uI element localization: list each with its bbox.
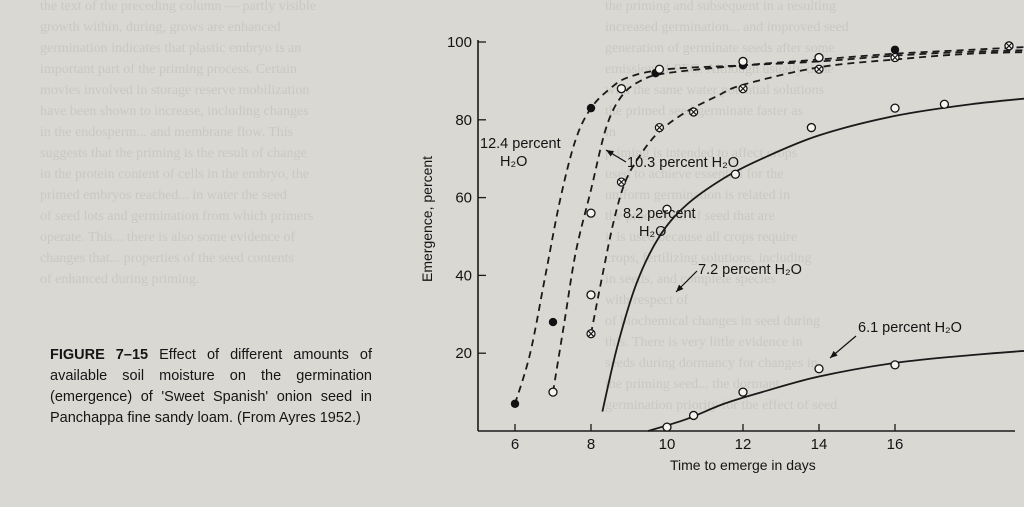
bleed-line: the production of seed that are bbox=[605, 209, 775, 224]
data-point bbox=[548, 317, 558, 327]
series-label: 7.2 percent H₂O bbox=[698, 262, 802, 278]
bleed-line: the priming seed... the dormant bbox=[605, 377, 780, 392]
series-line bbox=[590, 51, 1024, 334]
data-point bbox=[586, 290, 596, 300]
series-line bbox=[601, 97, 1024, 412]
bleed-line: increased germination... and improved se… bbox=[605, 20, 849, 35]
series-label: 6.1 percent H₂O bbox=[858, 320, 962, 336]
data-point bbox=[738, 56, 748, 67]
bleed-line: in seeds, and complete species bbox=[605, 272, 776, 287]
bleed-line: movies involved in storage reserve mobil… bbox=[40, 83, 310, 98]
data-point bbox=[814, 52, 824, 63]
figure-label: FIGURE 7–15 bbox=[50, 347, 149, 363]
series-label: 12.4 percent bbox=[480, 136, 561, 152]
data-point-cross bbox=[815, 66, 823, 73]
series-line bbox=[552, 46, 1024, 393]
data-point bbox=[939, 99, 950, 109]
y-tick-label: 20 bbox=[455, 345, 472, 362]
data-point bbox=[586, 103, 596, 113]
bleed-line: operate. This... there is also some evid… bbox=[40, 230, 296, 245]
chart-annotations: 12.4 percent H₂O 10.3 percent H₂O 8.2 perce… bbox=[480, 136, 962, 359]
data-point bbox=[586, 208, 596, 218]
bleed-line: in the protein content of cells in the e… bbox=[40, 167, 310, 182]
data-point bbox=[890, 360, 900, 370]
data-point-cross bbox=[690, 108, 697, 116]
data-point bbox=[814, 364, 824, 374]
bleed-line: crops, fertilizing solutions, including bbox=[605, 251, 812, 266]
bleed-line: with respect of bbox=[605, 293, 689, 308]
bleed-line: important part of the priming process. C… bbox=[40, 62, 297, 77]
bleed-line: of enhanced during priming. bbox=[40, 272, 200, 287]
bleed-line: this. There is very little evidence in bbox=[605, 335, 803, 350]
data-point bbox=[738, 387, 748, 397]
data-point bbox=[662, 422, 672, 432]
series-label: H₂O bbox=[639, 224, 666, 240]
chart-markers bbox=[510, 41, 1014, 432]
label-arrowhead bbox=[676, 284, 684, 292]
y-axis-label: Emergence, percent bbox=[419, 156, 435, 282]
y-tick-label: 80 bbox=[455, 112, 472, 129]
chart-axes: 6 8 10 12 14 16 20 40 60 80 100 Time to emerge in d… bbox=[419, 34, 1015, 473]
x-axis-label: Time to emerge in days bbox=[670, 457, 816, 473]
data-point bbox=[890, 103, 900, 113]
bleed-line: changes that... properties of the seed c… bbox=[40, 251, 294, 266]
bleed-line: the primed seed germinate faster as bbox=[605, 104, 803, 119]
series-label: 8.2 percent bbox=[623, 206, 696, 222]
data-point bbox=[510, 399, 520, 408]
bleed-line: with the same water potential solutions bbox=[605, 83, 824, 98]
bleed-line: have been shown to increase, including c… bbox=[40, 104, 309, 119]
series-label: H₂O bbox=[500, 154, 527, 170]
data-point bbox=[730, 169, 741, 179]
data-point-cross bbox=[739, 85, 747, 92]
bleed-line: it is used because all crops require bbox=[605, 230, 798, 245]
x-tick-label: 12 bbox=[735, 436, 752, 453]
data-point-cross bbox=[587, 330, 595, 337]
figure-caption: FIGURE 7–15 Effect of different amounts … bbox=[50, 345, 372, 429]
bleed-line: in bbox=[605, 125, 616, 140]
data-point bbox=[662, 204, 672, 214]
data-point bbox=[806, 122, 817, 133]
data-point bbox=[890, 45, 900, 54]
series-line bbox=[647, 350, 1024, 432]
x-tick-label: 14 bbox=[811, 436, 828, 453]
data-point bbox=[616, 84, 627, 94]
bleed-line: seeds during dormancy for changes in bbox=[605, 356, 818, 371]
x-tick-label: 6 bbox=[511, 436, 519, 453]
bleed-through-text-left: the text of the preceding column — partl… bbox=[40, 0, 380, 290]
data-point bbox=[654, 64, 665, 74]
bleed-line: germination indicates that plastic embry… bbox=[40, 41, 302, 56]
y-tick-label: 60 bbox=[455, 190, 472, 207]
data-point-cross bbox=[618, 178, 625, 186]
bleed-line: primed embryos reached... in water the s… bbox=[40, 188, 287, 203]
bleed-line: in the endosperm... and membrane flow. T… bbox=[40, 125, 294, 140]
bleed-line: generation of germinate seeds after some bbox=[605, 41, 835, 56]
x-tick-label: 16 bbox=[887, 436, 904, 453]
figure-caption-text: Effect of different amounts of available… bbox=[50, 347, 372, 426]
label-arrowhead bbox=[830, 350, 838, 358]
label-arrowhead bbox=[606, 150, 614, 157]
y-tick-label: 100 bbox=[447, 34, 472, 51]
bleed-line: priming is intended to affect crops bbox=[605, 146, 798, 161]
bleed-line: suggests that the priming is the result … bbox=[40, 146, 307, 161]
bleed-line: the priming and subsequent in a resultin… bbox=[605, 0, 836, 14]
data-point bbox=[688, 410, 699, 421]
x-tick-label: 8 bbox=[587, 436, 595, 453]
x-tick-label: 10 bbox=[659, 436, 676, 453]
bleed-line: growth within, during, grows are enhance… bbox=[40, 20, 281, 35]
data-point-cross bbox=[1005, 42, 1013, 50]
bleed-line: the text of the preceding column — partl… bbox=[40, 0, 317, 14]
series-label: 10.3 percent H₂O bbox=[627, 155, 739, 171]
data-point-cross bbox=[656, 124, 663, 131]
bleed-line: of seed lots and germination from which … bbox=[40, 209, 314, 224]
data-point bbox=[548, 387, 558, 397]
series-line bbox=[514, 49, 1024, 405]
data-point-cross bbox=[891, 54, 899, 61]
y-tick-label: 40 bbox=[455, 267, 472, 284]
bleed-line: of biochemical changes in seed during bbox=[605, 314, 820, 329]
